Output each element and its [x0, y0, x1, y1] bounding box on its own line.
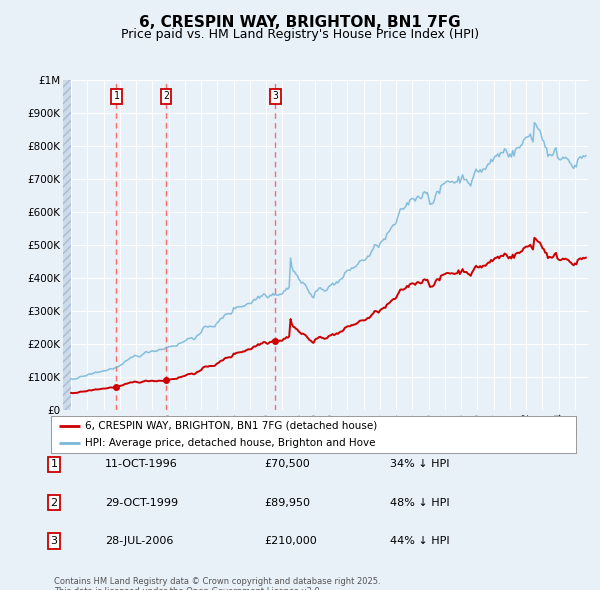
Text: 34% ↓ HPI: 34% ↓ HPI — [390, 460, 449, 469]
Text: 2: 2 — [163, 91, 169, 101]
Text: 28-JUL-2006: 28-JUL-2006 — [105, 536, 173, 546]
Text: 44% ↓ HPI: 44% ↓ HPI — [390, 536, 449, 546]
Text: 3: 3 — [272, 91, 278, 101]
Text: 6, CRESPIN WAY, BRIGHTON, BN1 7FG: 6, CRESPIN WAY, BRIGHTON, BN1 7FG — [139, 15, 461, 30]
Text: £89,950: £89,950 — [264, 498, 310, 507]
Text: Contains HM Land Registry data © Crown copyright and database right 2025.
This d: Contains HM Land Registry data © Crown c… — [54, 577, 380, 590]
Bar — [63, 80, 71, 410]
Text: 3: 3 — [50, 536, 58, 546]
Text: £70,500: £70,500 — [264, 460, 310, 469]
Text: £210,000: £210,000 — [264, 536, 317, 546]
Text: 2: 2 — [50, 498, 58, 507]
Text: 1: 1 — [113, 91, 119, 101]
Text: HPI: Average price, detached house, Brighton and Hove: HPI: Average price, detached house, Brig… — [85, 438, 376, 448]
Text: 48% ↓ HPI: 48% ↓ HPI — [390, 498, 449, 507]
Text: Price paid vs. HM Land Registry's House Price Index (HPI): Price paid vs. HM Land Registry's House … — [121, 28, 479, 41]
Text: 1: 1 — [50, 460, 58, 469]
Text: 29-OCT-1999: 29-OCT-1999 — [105, 498, 178, 507]
Text: 11-OCT-1996: 11-OCT-1996 — [105, 460, 178, 469]
Text: 6, CRESPIN WAY, BRIGHTON, BN1 7FG (detached house): 6, CRESPIN WAY, BRIGHTON, BN1 7FG (detac… — [85, 421, 377, 431]
